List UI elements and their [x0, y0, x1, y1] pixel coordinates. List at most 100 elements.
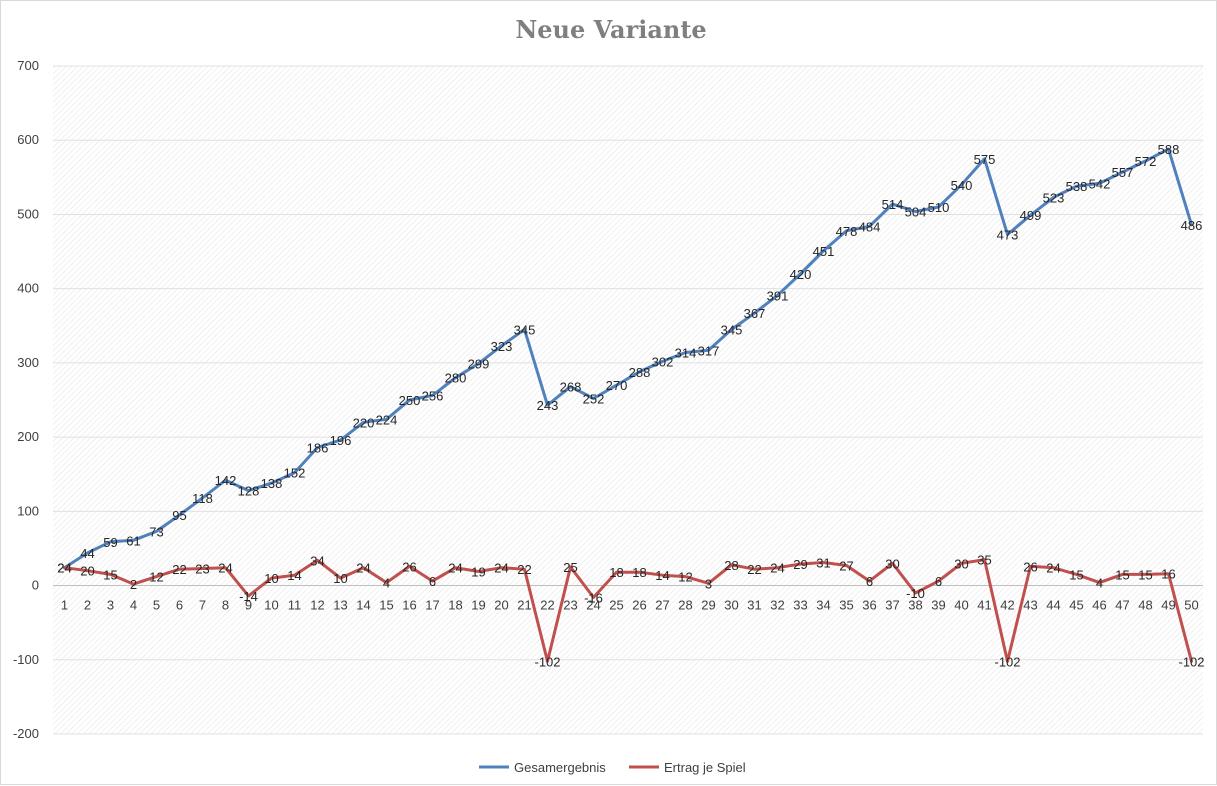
data-label: 30: [885, 556, 899, 571]
data-label: 186: [307, 441, 329, 456]
y-tick-label: -200: [13, 726, 39, 741]
data-label: 34: [310, 553, 324, 568]
y-tick-label: 700: [17, 58, 39, 73]
data-label: 345: [721, 322, 743, 337]
data-label: 268: [560, 380, 582, 395]
x-tick-label: 22: [540, 598, 554, 613]
data-label: 23: [195, 561, 209, 576]
data-label: 314: [675, 345, 697, 360]
data-label: 19: [471, 564, 485, 579]
plot-area: [53, 66, 1203, 734]
legend-item[interactable]: Ertrag je Spiel: [629, 760, 746, 775]
data-label: 270: [606, 378, 628, 393]
data-label: 196: [330, 433, 352, 448]
data-label: 391: [767, 288, 789, 303]
data-label: 22: [747, 562, 761, 577]
y-tick-label: 300: [17, 355, 39, 370]
x-tick-label: 38: [908, 598, 922, 613]
y-axis-tick-labels: -200 -100 0 100 200 300 400 500 600 700: [13, 58, 39, 741]
data-label: 14: [655, 568, 669, 583]
data-label: 24: [356, 561, 370, 576]
x-tick-label: 12: [310, 598, 324, 613]
data-label: 10: [333, 571, 347, 586]
legend[interactable]: Gesamergebnis Ertrag je Spiel: [479, 760, 746, 775]
data-label: 252: [583, 392, 605, 407]
data-label: 14: [287, 568, 301, 583]
data-label: -14: [239, 589, 258, 604]
data-label: 95: [172, 508, 186, 523]
data-label: -16: [584, 590, 603, 605]
x-tick-label: 28: [678, 598, 692, 613]
y-tick-label: 400: [17, 281, 39, 296]
x-tick-label: 33: [793, 598, 807, 613]
x-tick-label: 30: [724, 598, 738, 613]
x-tick-label: 40: [954, 598, 968, 613]
x-tick-label: 36: [862, 598, 876, 613]
data-label: -10: [906, 586, 925, 601]
x-tick-label: 44: [1046, 598, 1060, 613]
x-tick-label: 23: [563, 598, 577, 613]
data-label: 18: [632, 565, 646, 580]
data-label: 138: [261, 476, 283, 491]
data-label: 44: [80, 546, 94, 561]
data-label: 540: [951, 178, 973, 193]
data-label: 118: [192, 491, 213, 506]
x-tick-label: 11: [288, 598, 302, 613]
data-label: 4: [1096, 576, 1103, 591]
x-tick-label: 14: [356, 598, 370, 613]
data-label: 142: [215, 473, 237, 488]
y-tick-label: 200: [17, 429, 39, 444]
data-label: 510: [928, 200, 950, 215]
x-tick-label: 20: [494, 598, 508, 613]
data-label: 18: [609, 565, 623, 580]
data-label: 280: [445, 371, 467, 386]
data-label: 24: [57, 561, 71, 576]
data-label: 28: [724, 558, 738, 573]
data-label: 2: [130, 577, 137, 592]
x-tick-label: 39: [931, 598, 945, 613]
x-tick-label: 19: [471, 598, 485, 613]
data-label: 575: [974, 152, 996, 167]
data-label: 61: [126, 533, 140, 548]
data-label: 572: [1135, 154, 1157, 169]
data-label: 24: [494, 561, 508, 576]
x-tick-label: 9: [245, 598, 252, 613]
y-tick-label: 100: [17, 503, 39, 518]
data-label: 16: [1161, 567, 1175, 582]
data-label: 6: [866, 574, 873, 589]
data-label: 26: [1023, 559, 1037, 574]
data-label: 478: [836, 224, 858, 239]
legend-label: Ertrag je Spiel: [664, 760, 746, 775]
legend-item[interactable]: Gesamergebnis: [479, 760, 606, 775]
data-label: 24: [218, 561, 232, 576]
data-label: 504: [905, 204, 927, 219]
data-label: 35: [977, 553, 991, 568]
data-label: -102: [534, 654, 560, 669]
data-label: 557: [1112, 165, 1134, 180]
data-label: 499: [1020, 208, 1042, 223]
x-tick-label: 34: [816, 598, 830, 613]
x-tick-label: 3: [107, 598, 114, 613]
data-label: 12: [678, 570, 692, 585]
data-label: 367: [744, 306, 766, 321]
data-label: 59: [103, 535, 117, 550]
data-label: 152: [284, 466, 306, 481]
x-tick-label: 6: [176, 598, 183, 613]
data-label: 27: [839, 559, 853, 574]
data-label: 15: [103, 567, 117, 582]
x-tick-label: 37: [885, 598, 899, 613]
data-label: 420: [790, 267, 812, 282]
data-label: 224: [376, 412, 398, 427]
data-label: 302: [652, 354, 674, 369]
data-label: 29: [793, 557, 807, 572]
x-tick-label: 2: [84, 598, 91, 613]
data-label: 22: [517, 562, 531, 577]
data-label: 12: [149, 570, 163, 585]
data-label: 288: [629, 365, 651, 380]
data-label: 3: [705, 576, 712, 591]
data-label: 24: [770, 561, 784, 576]
y-tick-label: 500: [17, 206, 39, 221]
x-tick-label: 21: [517, 598, 531, 613]
